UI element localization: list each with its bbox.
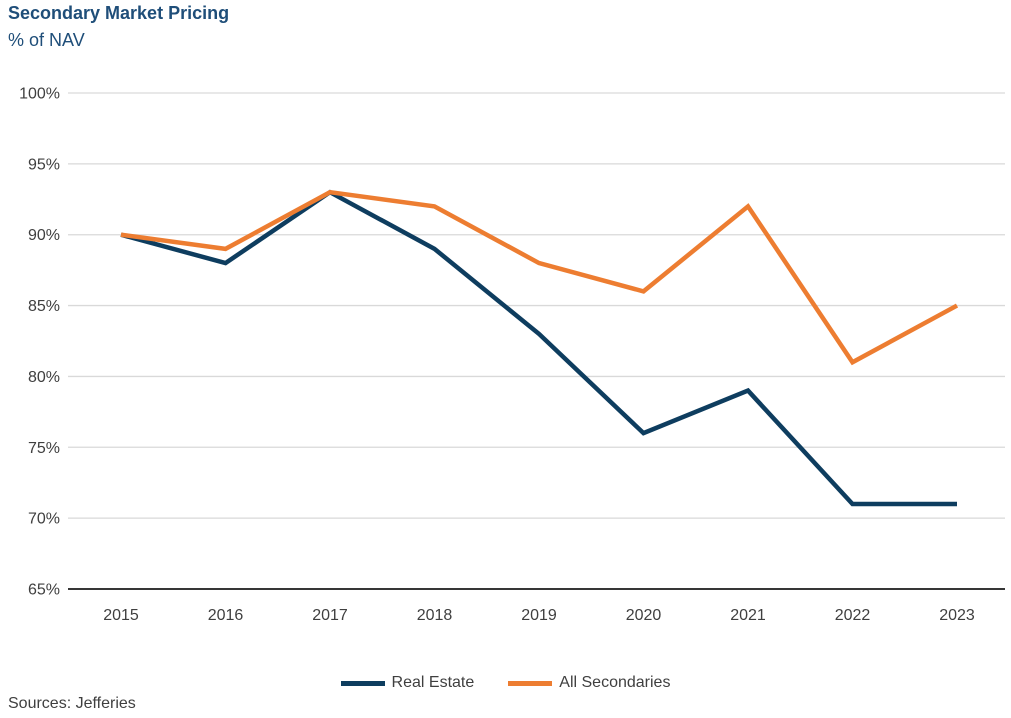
series-line-all-secondaries [120,189,959,366]
x-tick-label: 2017 [312,607,348,624]
y-tick-label: 85% [28,298,60,315]
x-tick-label: 2015 [103,607,139,624]
legend-label: Real Estate [391,674,475,691]
legend-item-all-secondaries: All Secondaries [508,674,670,692]
chart-legend: Real Estate All Secondaries [0,674,1011,692]
chart-subtitle: % of NAV [8,30,85,50]
x-tick-label: 2018 [417,607,453,624]
y-tick-label: 95% [28,156,60,173]
x-tick-label: 2022 [835,607,871,624]
x-tick-label: 2019 [521,607,557,624]
x-tick-label: 2016 [208,607,244,624]
real-estate-line-swatch [340,680,385,686]
legend-label: All Secondaries [559,674,671,691]
all-secondaries-line-swatch [508,680,553,686]
y-tick-label: 65% [28,582,60,599]
x-tick-label: 2023 [939,607,975,624]
series-line-real-estate [120,189,957,507]
y-tick-label: 90% [28,227,60,244]
sources-note: Sources: Jefferies [8,695,136,712]
y-tick-label: 75% [28,440,60,457]
y-tick-label: 70% [28,511,60,528]
y-tick-label: 80% [28,369,60,386]
legend-item-real-estate: Real Estate [340,674,475,692]
y-tick-label: 100% [19,86,60,103]
chart-title: Secondary Market Pricing [8,3,230,23]
x-tick-label: 2021 [730,607,766,624]
x-tick-label: 2020 [626,607,662,624]
line-chart: 100% 95% 90% 85% 80% 75% 70% 65% 2015 2016 2017 201… [19,86,1005,624]
